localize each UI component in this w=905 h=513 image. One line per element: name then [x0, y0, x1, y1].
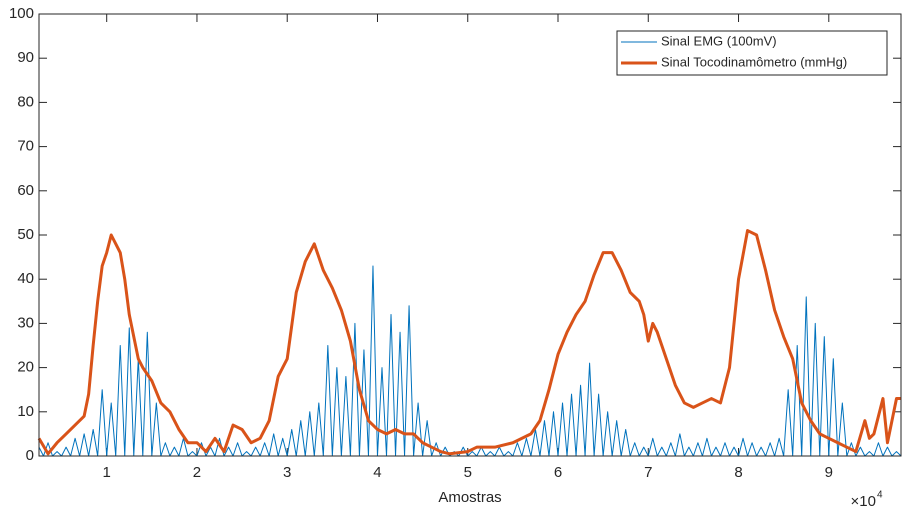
- y-tick-label: 0: [26, 447, 34, 464]
- legend-box: [616, 30, 888, 76]
- axes-box: [38, 13, 902, 457]
- y-tick-label: 30: [17, 314, 34, 331]
- y-tick-label: 70: [17, 138, 34, 155]
- x-tick-label: 7: [644, 464, 652, 481]
- x-exponent-power: 4: [877, 490, 883, 501]
- x-tick-label: 2: [193, 464, 201, 481]
- y-tick-label: 60: [17, 182, 34, 199]
- series-line: [38, 265, 902, 457]
- legend-label: Sinal Tocodinamômetro (mmHg): [661, 54, 847, 69]
- x-tick-label: 8: [734, 464, 742, 481]
- x-tick-label: 3: [283, 464, 291, 481]
- y-tick-label: 40: [17, 270, 34, 287]
- x-tick-label: 9: [825, 464, 833, 481]
- x-tick-label: 1: [103, 464, 111, 481]
- y-tick-label: 10: [17, 403, 34, 420]
- y-tick-label: 20: [17, 359, 34, 376]
- x-tick-label: 5: [464, 464, 472, 481]
- x-tick-label: 4: [373, 464, 381, 481]
- series-line: [37, 229, 901, 456]
- x-exponent: ×10: [851, 493, 876, 510]
- plot-area: [39, 14, 901, 456]
- y-tick-label: 100: [9, 5, 34, 22]
- x-axis-label: Amostras: [438, 489, 501, 506]
- y-tick-label: 90: [17, 49, 34, 66]
- y-tick-label: 50: [17, 226, 34, 243]
- x-tick-label: 6: [554, 464, 562, 481]
- y-tick-label: 80: [17, 93, 34, 110]
- legend-label: Sinal EMG (100mV): [661, 33, 777, 48]
